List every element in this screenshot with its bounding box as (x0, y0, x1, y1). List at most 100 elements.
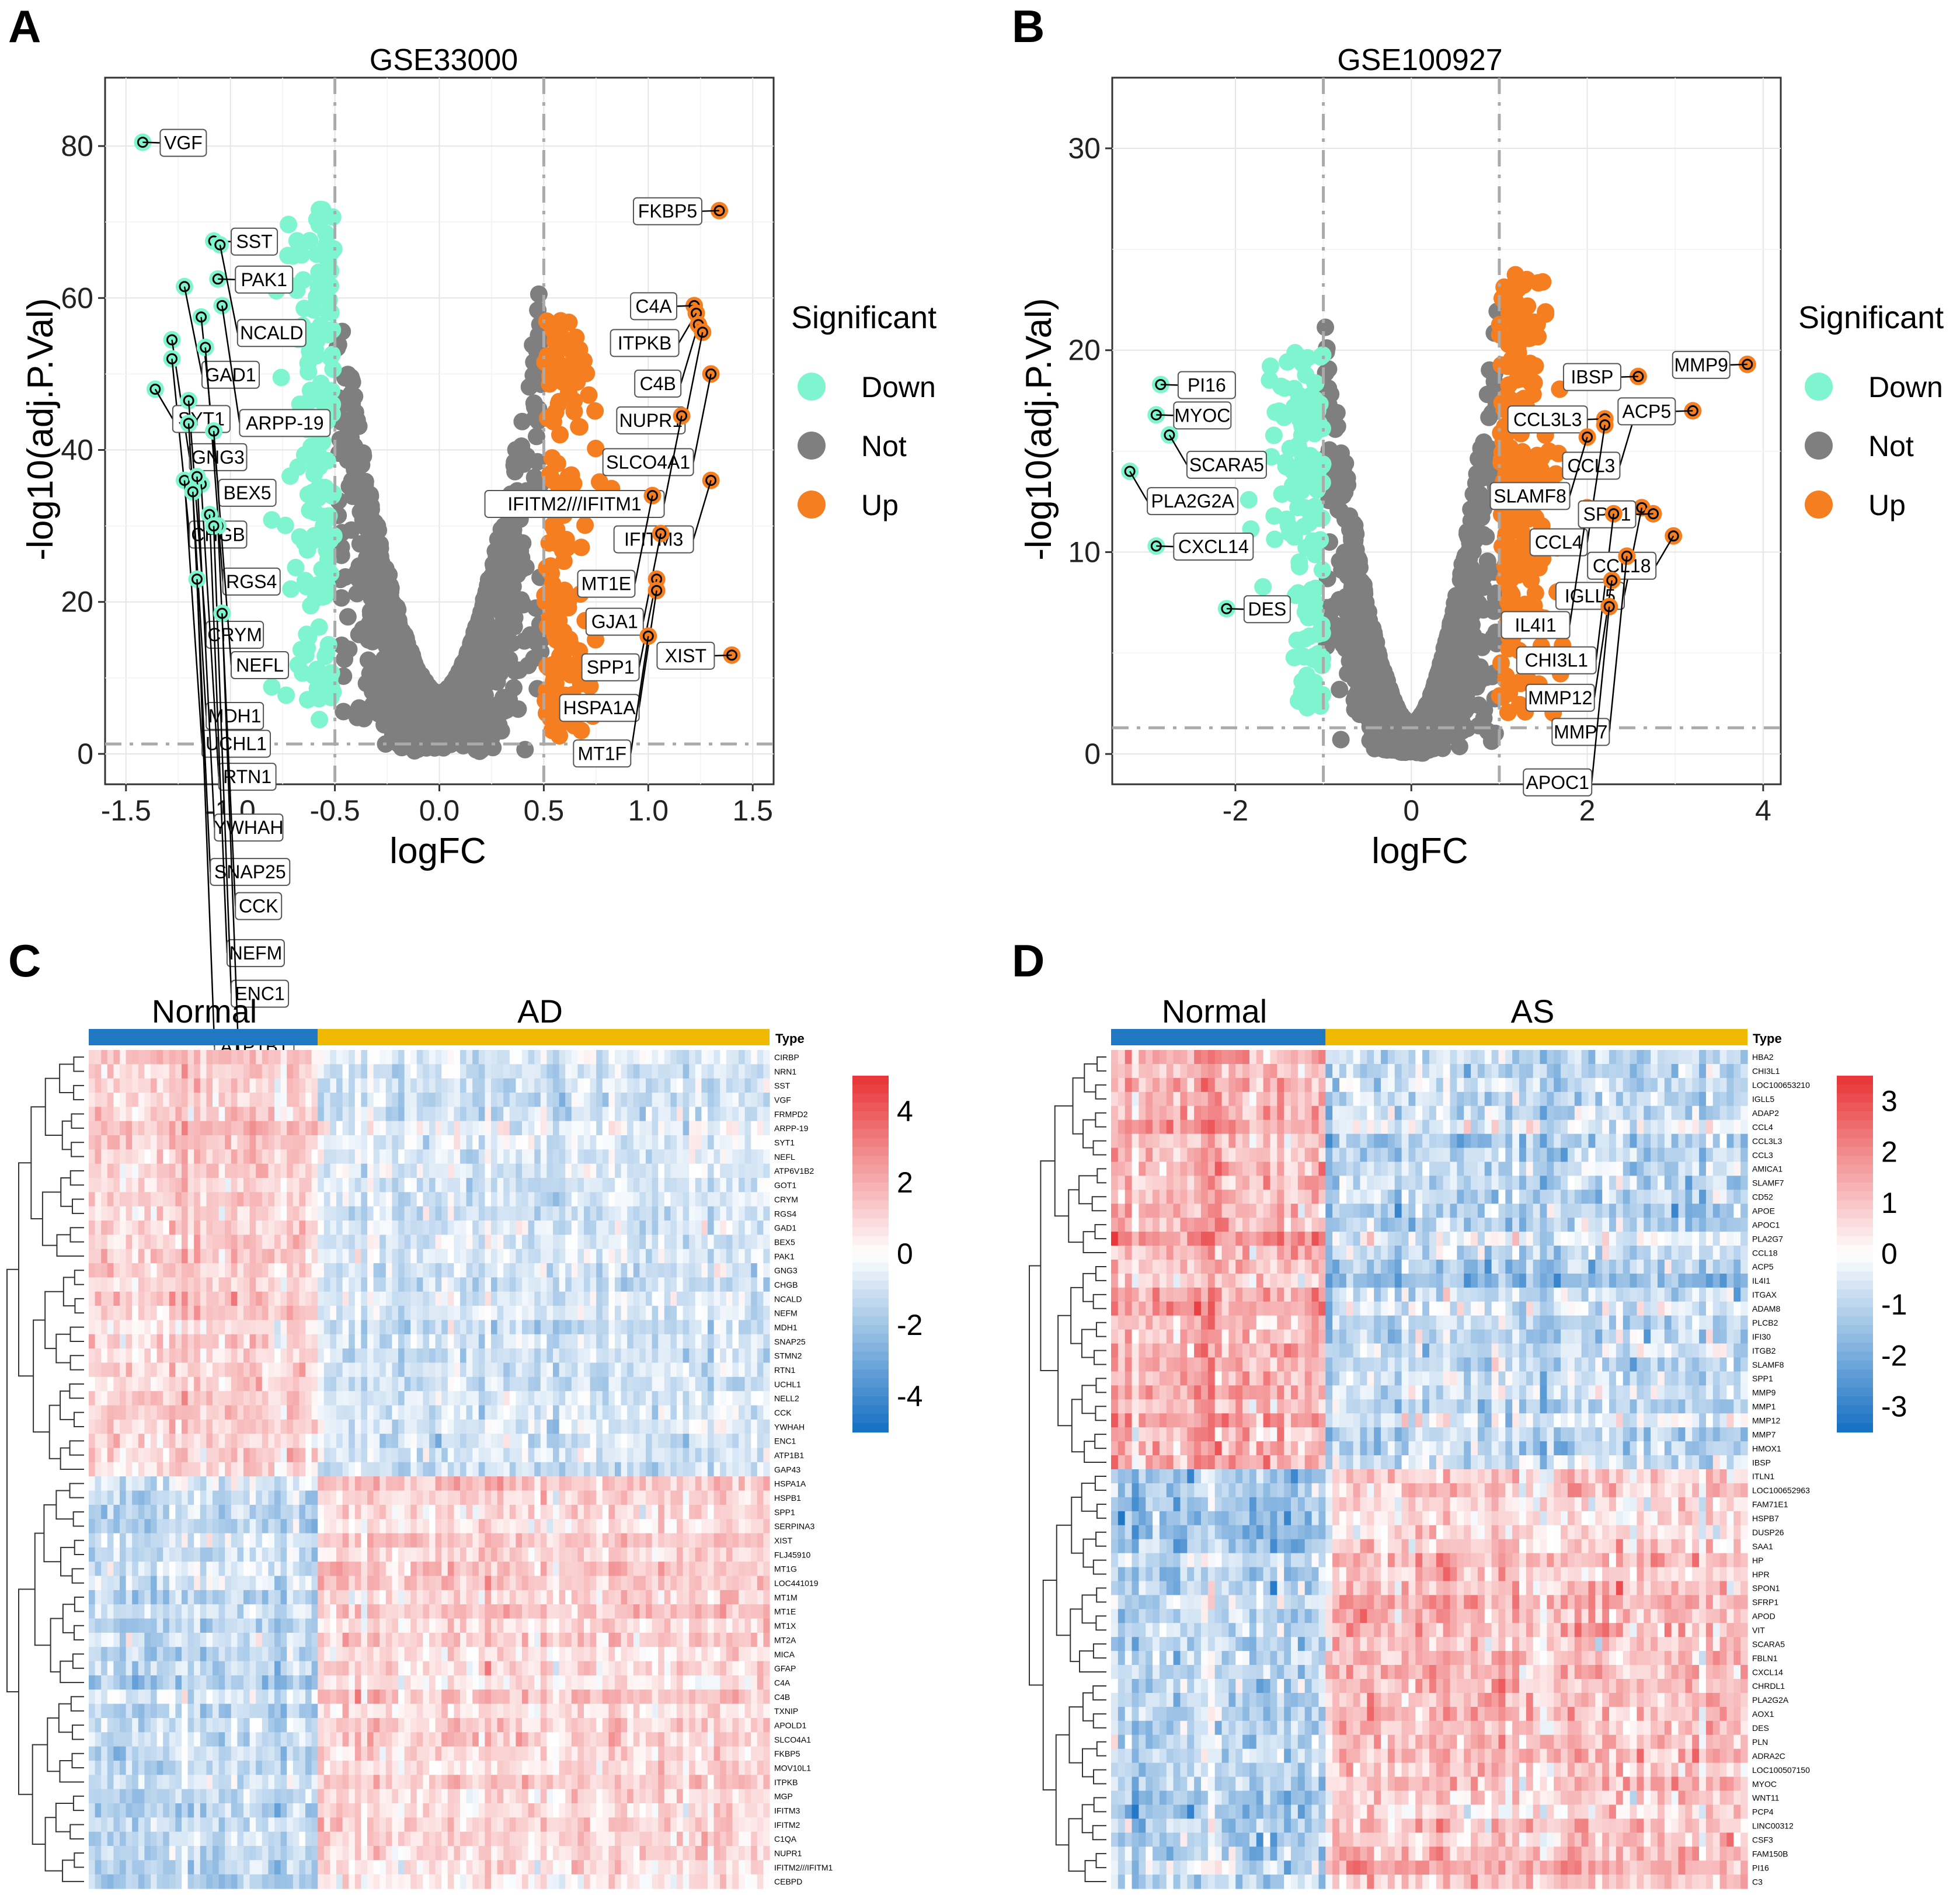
b-point-not-1761 (1449, 679, 1467, 697)
c-cell-0-20 (213, 1050, 220, 1065)
c-cell-2-58 (447, 1078, 454, 1093)
c-cell-1-108 (757, 1064, 764, 1079)
c-cell-3-25 (243, 1093, 250, 1107)
c-cell-0-38 (323, 1050, 330, 1065)
c-cell-3-6 (126, 1093, 133, 1107)
a-point-not-1517 (380, 668, 398, 686)
c-cell-0-62 (472, 1050, 479, 1065)
c-cell-0-29 (268, 1050, 275, 1065)
c-cell-1-22 (225, 1064, 232, 1079)
a-point-sig-299 (551, 727, 569, 745)
c-cell-2-74 (546, 1078, 553, 1093)
c-cell-2-81 (590, 1078, 597, 1093)
c-cell-0-58 (447, 1050, 454, 1065)
a-point-not-1694 (448, 701, 466, 719)
c-cell-1-32 (287, 1064, 294, 1079)
a-point-sig-226 (305, 531, 323, 550)
a-point-sig-316 (323, 683, 342, 701)
c-cell-0-84 (608, 1050, 615, 1065)
c-cell-3-14 (175, 1093, 182, 1107)
a-point-not-1672 (491, 583, 509, 601)
c-cell-2-109 (763, 1078, 770, 1093)
c-cell-2-12 (163, 1078, 170, 1093)
a-label-25: ITPKB (618, 332, 671, 353)
a-point-not-1687 (358, 621, 377, 639)
c-cell-3-41 (342, 1093, 349, 1107)
c-cell-2-75 (553, 1078, 560, 1093)
c-cell-0-103 (726, 1050, 733, 1065)
a-point-sig-246 (548, 454, 566, 472)
c-cell-1-50 (398, 1064, 405, 1079)
a-point-sig-305 (566, 656, 584, 674)
c-cell-0-89 (639, 1050, 646, 1065)
b-point-not-1784 (1439, 726, 1457, 745)
panel-letter-c: C (8, 935, 41, 986)
b-point-not-1169 (1482, 732, 1501, 750)
chart-b-xlabel: logFC (1371, 831, 1468, 871)
a-point-not-1677 (361, 570, 379, 588)
a-xtick-label-5: 1.0 (628, 794, 669, 827)
chart-a-title: GSE33000 (370, 43, 518, 77)
c-cell-0-17 (194, 1050, 201, 1065)
c-cell-2-78 (571, 1078, 578, 1093)
c-cell-1-44 (361, 1064, 368, 1079)
a-point-not-1695 (446, 676, 464, 694)
a-point-sig-182 (280, 215, 298, 234)
b-point-sig-160 (1270, 402, 1289, 420)
c-cell-3-68 (509, 1093, 516, 1107)
b-point-not-1794 (1352, 592, 1370, 610)
c-cell-3-20 (213, 1093, 220, 1107)
chart-b-legend-title: Significant (1798, 300, 1944, 335)
c-cell-1-77 (565, 1064, 572, 1079)
c-cell-0-30 (274, 1050, 281, 1065)
c-cell-0-106 (744, 1050, 751, 1065)
c-cell-2-82 (596, 1078, 603, 1093)
c-cell-3-19 (206, 1093, 213, 1107)
a-label-17: SNAP25 (214, 861, 286, 882)
c-cell-0-90 (646, 1050, 653, 1065)
c-cell-2-70 (522, 1078, 529, 1093)
c-cell-2-10 (151, 1078, 158, 1093)
c-cell-2-62 (472, 1078, 479, 1093)
b-label-18: MMP12 (1528, 687, 1592, 708)
c-cell-1-4 (113, 1064, 120, 1079)
c-cell-2-29 (268, 1078, 275, 1093)
a-point-sig-309 (301, 232, 319, 250)
a-point-not-1685 (476, 614, 495, 632)
c-cell-1-15 (182, 1064, 189, 1079)
a-point-sig-292 (322, 303, 340, 321)
c-cell-2-2 (101, 1078, 108, 1093)
c-cell-2-80 (584, 1078, 591, 1093)
c-cell-3-2 (101, 1093, 108, 1107)
c-cell-2-54 (423, 1078, 430, 1093)
c-cell-2-43 (354, 1078, 361, 1093)
a-ytick-label-4: 80 (61, 130, 93, 162)
a-point-sig-313 (549, 535, 567, 553)
c-cell-3-32 (287, 1093, 294, 1107)
c-cell-0-1 (95, 1050, 102, 1065)
c-cell-0-55 (429, 1050, 436, 1065)
b-label-leader-7 (1729, 363, 1747, 366)
legend-b-down: Down (1868, 371, 1943, 404)
c-cell-1-78 (571, 1064, 578, 1079)
legend-b-down-swatch (1805, 373, 1833, 401)
c-cell-2-85 (615, 1078, 622, 1093)
c-cell-0-27 (256, 1050, 263, 1065)
c-cell-2-7 (132, 1078, 139, 1093)
c-cell-0-37 (318, 1050, 325, 1065)
c-cell-2-41 (342, 1078, 349, 1093)
b-label-9: CCL3 (1568, 456, 1616, 477)
c-cell-1-74 (546, 1064, 553, 1079)
c-cell-0-80 (584, 1050, 591, 1065)
a-point-sig-262 (576, 516, 594, 534)
c-cell-1-59 (454, 1064, 461, 1079)
c-cell-0-85 (615, 1050, 622, 1065)
c-cell-2-4 (113, 1078, 120, 1093)
panel-letter-b: B (1012, 1, 1045, 52)
b-point-sig-328 (1529, 274, 1547, 292)
c-cell-0-14 (175, 1050, 182, 1065)
c-cell-0-26 (249, 1050, 256, 1065)
a-point-not-1629 (362, 500, 380, 519)
c-cell-0-0 (89, 1050, 96, 1065)
c-cell-2-1 (95, 1078, 102, 1093)
